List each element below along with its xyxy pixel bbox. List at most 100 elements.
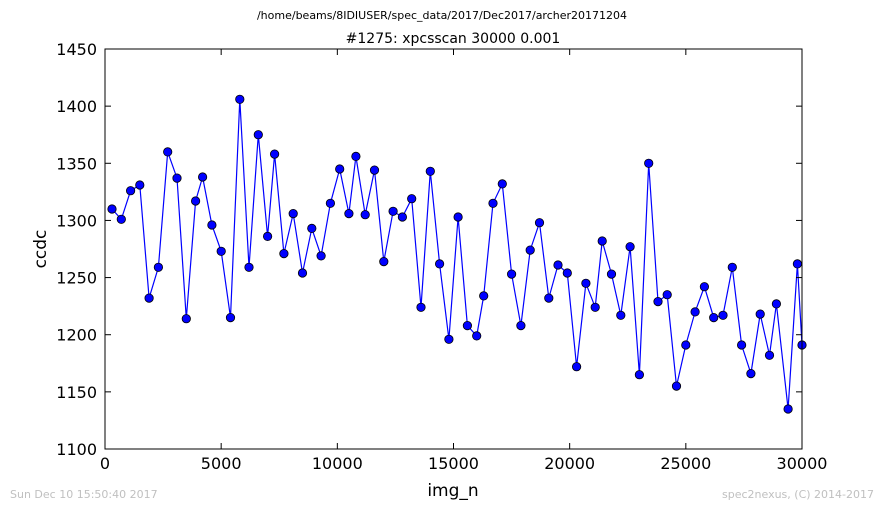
- data-point: [506, 269, 517, 279]
- data-point: [235, 94, 245, 104]
- data-point: [416, 302, 426, 312]
- data-point: [369, 165, 380, 175]
- data-point: [191, 196, 201, 206]
- chart-suptitle: /home/beams/8IDIUSER/spec_data/2017/Dec2…: [257, 9, 627, 22]
- data-point: [479, 291, 489, 301]
- data-point: [351, 151, 361, 161]
- data-point: [397, 212, 407, 222]
- x-axis-label: img_n: [427, 481, 478, 501]
- data-point: [335, 164, 345, 174]
- data-point: [172, 173, 182, 183]
- data-point: [360, 210, 370, 220]
- data-point: [497, 179, 507, 189]
- data-point: [198, 172, 208, 182]
- data-point: [736, 340, 747, 350]
- series-layer: [107, 94, 807, 414]
- x-tick-label: 0: [100, 454, 110, 473]
- data-point: [462, 320, 472, 331]
- data-point: [407, 194, 417, 204]
- data-point: [379, 256, 389, 267]
- plot-area: [105, 49, 802, 449]
- data-point: [699, 282, 710, 292]
- data-point: [534, 218, 545, 228]
- data-point: [597, 236, 607, 246]
- data-point: [307, 223, 317, 233]
- data-point: [488, 198, 498, 208]
- data-point: [107, 204, 117, 214]
- data-point: [472, 331, 482, 341]
- data-point: [590, 302, 600, 312]
- data-point: [163, 147, 173, 157]
- data-point: [135, 180, 145, 190]
- y-tick-label: 1200: [56, 326, 97, 345]
- data-point: [153, 262, 163, 272]
- data-point: [116, 214, 126, 224]
- data-point: [207, 220, 217, 230]
- y-tick-label: 1150: [56, 383, 97, 402]
- data-point: [718, 310, 728, 320]
- data-point: [544, 293, 554, 303]
- data-point: [709, 312, 719, 323]
- x-tick-label: 30000: [777, 454, 828, 473]
- x-tick-label: 20000: [544, 454, 595, 473]
- data-point: [344, 209, 354, 219]
- data-point: [662, 290, 672, 300]
- data-point: [444, 334, 454, 344]
- y-tick-label: 1350: [56, 154, 97, 173]
- data-point: [297, 268, 308, 278]
- data-point: [262, 231, 273, 241]
- y-tick-label: 1300: [56, 211, 97, 230]
- data-point: [690, 307, 700, 317]
- data-point: [581, 278, 591, 288]
- data-point: [771, 299, 782, 309]
- data-point: [671, 381, 682, 391]
- data-point: [126, 186, 136, 196]
- data-point: [653, 296, 663, 307]
- data-point: [606, 269, 617, 279]
- chart-title: #1275: xpcsscan 30000 0.001: [346, 31, 561, 47]
- data-point: [764, 350, 775, 360]
- y-tick-label: 1250: [56, 269, 97, 288]
- data-point: [746, 368, 756, 379]
- x-tick-label: 10000: [312, 454, 363, 473]
- data-point: [525, 245, 535, 255]
- data-point: [269, 149, 280, 159]
- data-point: [634, 370, 645, 380]
- y-tick-label: 1450: [56, 40, 97, 59]
- y-axis-label: ccdc: [31, 230, 51, 269]
- data-point: [325, 198, 335, 208]
- data-point: [783, 404, 793, 414]
- plot-frame: [104, 48, 803, 450]
- footer-credit: spec2nexus, (C) 2014-2017: [722, 488, 874, 501]
- data-point: [727, 262, 737, 272]
- x-tick-label: 15000: [428, 454, 479, 473]
- y-tick-label: 1100: [56, 440, 97, 459]
- data-point: [681, 340, 691, 350]
- data-point: [181, 314, 191, 324]
- data-point: [792, 259, 803, 269]
- footer-timestamp: Sun Dec 10 15:50:40 2017: [10, 488, 158, 501]
- data-point: [288, 209, 298, 219]
- data-point: [144, 293, 154, 303]
- data-point: [616, 310, 626, 320]
- data-point: [216, 246, 226, 256]
- data-point: [562, 268, 572, 278]
- data-point: [253, 130, 263, 140]
- x-tick-label: 5000: [201, 454, 242, 473]
- x-tick-label: 25000: [660, 454, 711, 473]
- data-point: [755, 309, 765, 319]
- data-point: [279, 249, 289, 259]
- data-point: [316, 251, 326, 261]
- data-point: [388, 206, 398, 216]
- data-point: [644, 158, 654, 168]
- data-point: [244, 262, 254, 272]
- data-point: [516, 320, 526, 331]
- data-point: [625, 242, 635, 252]
- data-point: [571, 362, 582, 372]
- data-point: [434, 259, 445, 269]
- data-point: [553, 260, 563, 270]
- data-point: [425, 166, 435, 176]
- data-point: [225, 312, 236, 323]
- y-tick-label: 1400: [56, 97, 97, 116]
